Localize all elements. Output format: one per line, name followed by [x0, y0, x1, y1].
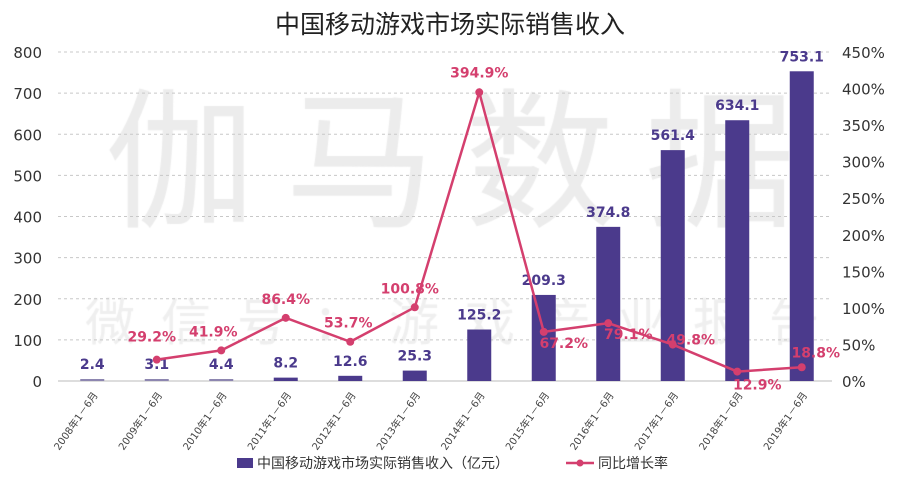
x-tick-label: 2012年1－6月 — [309, 389, 359, 452]
bar — [144, 379, 169, 381]
bar — [596, 226, 621, 381]
chart-title: 中国移动游戏市场实际销售收入 — [275, 10, 625, 39]
x-tick-label: 2009年1－6月 — [115, 389, 165, 452]
bar-data-label: 25.3 — [397, 349, 432, 365]
growth-point — [346, 337, 355, 346]
growth-point — [410, 303, 419, 312]
y-right-tick-label: 300% — [842, 154, 885, 172]
growth-point — [733, 367, 742, 376]
y-left-tick-label: 500 — [13, 167, 42, 185]
y-left-tick-label: 800 — [13, 44, 42, 62]
bar — [273, 377, 298, 381]
x-tick-label: 2014年1－6月 — [438, 389, 488, 452]
bar-data-label: 753.1 — [780, 49, 824, 65]
y-left-tick-label: 300 — [13, 250, 42, 268]
bar — [338, 375, 363, 381]
x-tick-label: 2019年1－6月 — [760, 389, 810, 452]
y-left-tick-label: 600 — [13, 126, 42, 144]
growth-data-label: 41.9% — [189, 324, 238, 340]
legend-bar-swatch — [237, 458, 253, 468]
growth-point — [217, 346, 226, 355]
bar-data-label: 125.2 — [457, 308, 501, 324]
growth-data-label: 79.1% — [604, 327, 653, 343]
y-left-tick-label: 700 — [13, 85, 42, 103]
bar-data-label: 209.3 — [522, 273, 566, 289]
growth-point — [475, 88, 484, 97]
bar — [531, 294, 556, 381]
growth-data-label: 53.7% — [324, 316, 373, 332]
bar-data-label: 12.6 — [333, 354, 368, 370]
growth-data-label: 29.2% — [127, 330, 176, 346]
growth-point — [797, 363, 806, 372]
bar — [80, 379, 105, 381]
growth-data-label: 12.9% — [733, 378, 782, 394]
growth-data-label: 86.4% — [261, 292, 310, 308]
y-right-tick-label: 350% — [842, 117, 885, 135]
growth-point — [281, 313, 290, 322]
bar-data-label: 374.8 — [586, 205, 630, 221]
x-tick-label: 2010年1－6月 — [180, 389, 230, 452]
bar-data-label: 2.4 — [80, 357, 105, 373]
growth-data-label: 100.8% — [381, 281, 439, 297]
y-left-tick-label: 200 — [13, 291, 42, 309]
y-left-tick-label: 400 — [13, 209, 42, 227]
growth-point — [539, 327, 548, 336]
y-left-tick-label: 0 — [32, 373, 42, 391]
x-tick-label: 2016年1－6月 — [567, 389, 617, 452]
y-left-tick-label: 100 — [13, 332, 42, 350]
bar-data-label: 8.2 — [273, 356, 298, 372]
bar — [725, 120, 750, 381]
x-tick-label: 2008年1－6月 — [51, 389, 101, 452]
growth-data-label: 18.8% — [791, 345, 840, 361]
y-right-tick-label: 100% — [842, 300, 885, 318]
bar-data-label: 4.4 — [209, 357, 234, 373]
growth-data-label: 67.2% — [539, 336, 588, 352]
growth-point — [152, 355, 161, 364]
growth-point — [604, 319, 613, 328]
x-tick-label: 2011年1－6月 — [244, 389, 294, 452]
y-right-tick-label: 400% — [842, 81, 885, 99]
x-tick-label: 2017年1－6月 — [631, 389, 681, 452]
bar-data-label: 634.1 — [715, 98, 759, 114]
y-right-tick-label: 0% — [842, 373, 866, 391]
growth-data-label: 49.8% — [666, 333, 715, 349]
x-tick-label: 2018年1－6月 — [696, 389, 746, 452]
bar — [789, 71, 814, 381]
y-right-tick-label: 150% — [842, 263, 885, 281]
y-right-tick-label: 450% — [842, 44, 885, 62]
y-right-tick-label: 50% — [842, 336, 875, 354]
y-right-tick-label: 250% — [842, 190, 885, 208]
bar-data-label: 561.4 — [651, 128, 696, 144]
y-right-tick-label: 200% — [842, 227, 885, 245]
growth-point — [668, 340, 677, 349]
x-tick-label: 2013年1－6月 — [373, 389, 423, 452]
bar — [467, 329, 492, 381]
legend-bar-label: 中国移动游戏市场实际销售收入（亿元） — [257, 455, 509, 472]
growth-data-label: 394.9% — [450, 65, 508, 81]
legend-line-marker — [576, 459, 584, 467]
bar — [402, 370, 427, 381]
legend-line-label: 同比增长率 — [598, 455, 668, 472]
bar-data-label: 3.1 — [144, 357, 169, 373]
bar — [209, 379, 234, 381]
x-tick-label: 2015年1－6月 — [502, 389, 552, 452]
